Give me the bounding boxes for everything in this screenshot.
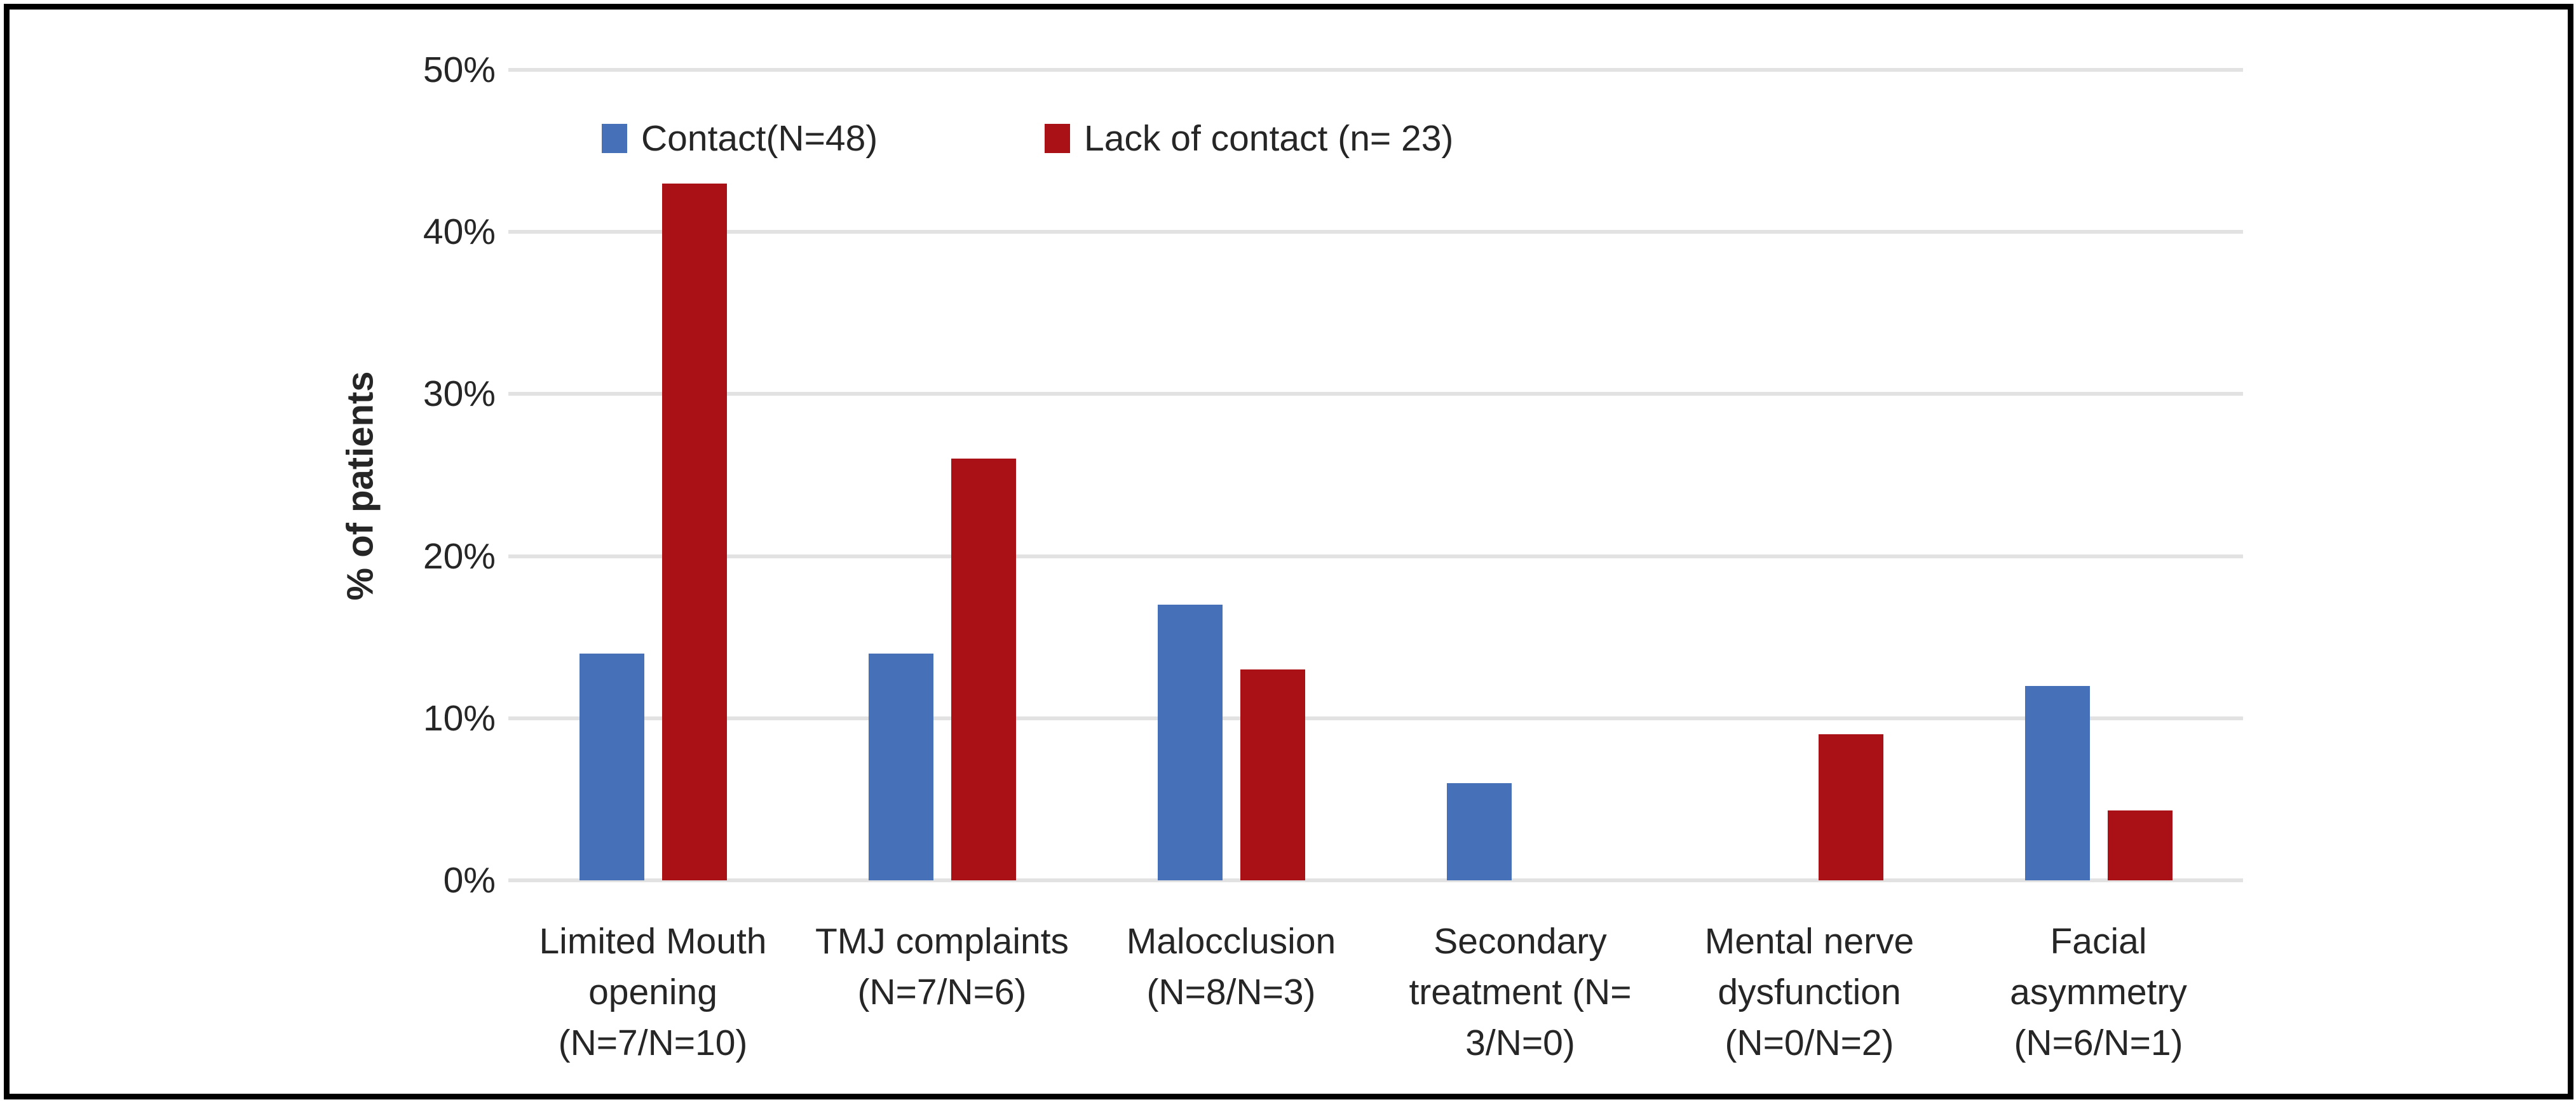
plot-area: [508, 68, 2243, 882]
y-tick-label-30pct: 30%: [423, 373, 496, 415]
x-category-label-4: Mental nerve dysfunction (N=0/N=2): [1704, 921, 1915, 1063]
bar-series-0-category-1: [868, 653, 933, 880]
gridline-50pct: [508, 68, 2243, 72]
y-tick-label-10pct: 10%: [423, 697, 496, 739]
legend-swatch-lack-of-contact: [1045, 124, 1070, 153]
legend-label-contact: Contact(N=48): [641, 118, 878, 159]
y-tick-label-20pct: 20%: [423, 535, 496, 577]
y-tick-label-0pct: 0%: [443, 860, 496, 901]
gridline-0pct: [508, 878, 2243, 882]
bar-series-0-category-5: [2024, 685, 2090, 880]
x-category-label-1: TMJ complaints (N=7/N=6): [815, 921, 1069, 1012]
bar-series-0-category-3: [1446, 783, 1512, 880]
gridline-40pct: [508, 230, 2243, 234]
x-category-label-3: Secondary treatment (N= 3/N=0): [1409, 921, 1632, 1063]
gridline-20pct: [508, 554, 2243, 558]
legend-label-lack-of-contact: Lack of contact (n= 23): [1084, 118, 1454, 159]
gridline-30pct: [508, 392, 2243, 396]
legend-item-lack-of-contact: Lack of contact (n= 23): [1045, 118, 1453, 159]
x-category-label-0: Limited Mouth opening (N=7/N=10): [539, 921, 767, 1063]
legend-swatch-contact: [602, 124, 627, 153]
bar-series-1-category-1: [951, 459, 1016, 880]
bar-series-0-category-0: [579, 653, 644, 880]
bar-series-1-category-0: [661, 183, 727, 880]
bar-series-0-category-2: [1157, 605, 1223, 880]
figure-border: [4, 4, 2573, 1099]
y-tick-label-40pct: 40%: [423, 212, 496, 253]
bar-series-1-category-2: [1240, 669, 1305, 880]
gridline-10pct: [508, 716, 2243, 720]
x-category-label-5: Facial asymmetry (N=6/N=1): [2010, 921, 2187, 1063]
bar-series-1-category-4: [1818, 734, 1883, 880]
bar-series-1-category-5: [2107, 810, 2173, 880]
x-category-label-2: Malocclusion (N=8/N=3): [1126, 921, 1336, 1012]
legend-item-contact: Contact(N=48): [602, 118, 878, 159]
y-tick-label-50pct: 50%: [423, 50, 496, 90]
